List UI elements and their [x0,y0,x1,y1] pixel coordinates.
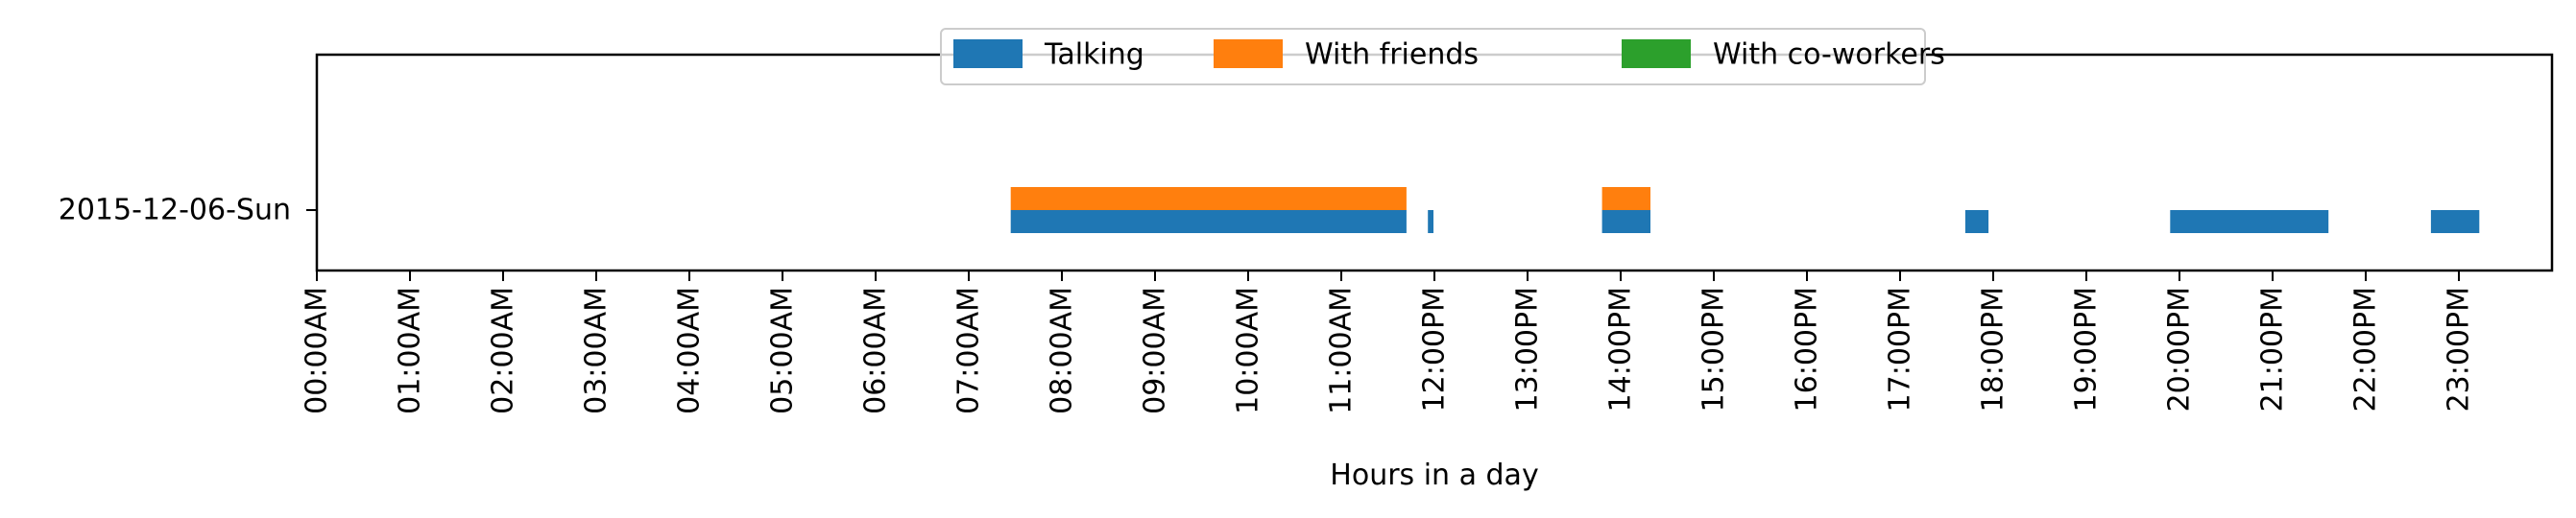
x-tick-label: 04:00AM [673,287,707,414]
x-tick-label: 14:00PM [1604,287,1638,412]
x-tick-label: 00:00AM [301,287,334,414]
legend-swatch [1622,39,1691,68]
x-tick-label: 13:00PM [1511,287,1545,412]
bar-talking-4 [2170,210,2329,233]
bars-layer [1010,187,2480,233]
x-tick-label: 15:00PM [1697,287,1731,412]
bar-talking-2 [1601,210,1650,233]
x-tick-label: 18:00PM [1977,287,2010,412]
x-tick-label: 11:00AM [1325,287,1359,414]
x-axis: 00:00AM 01:00AM 02:00AM 03:00AM 04:00AM 05:00… [301,271,2476,414]
x-tick-label: 12:00PM [1418,287,1452,412]
x-tick-label: 01:00AM [394,287,427,414]
bar-talking-0 [1010,210,1407,233]
bar-talking-5 [2430,210,2480,233]
legend-label: With friends [1305,38,1479,72]
x-axis-label: Hours in a day [1330,459,1538,492]
legend-label: Talking [1044,38,1144,72]
x-tick-label: 23:00PM [2443,287,2476,412]
legend-swatch [953,39,1023,68]
x-tick-label: 03:00AM [580,287,614,414]
y-tick-label: 2015-12-06-Sun [59,194,291,227]
x-tick-label: 06:00AM [859,287,893,414]
bar-with-friends-1 [1601,187,1650,210]
bar-talking-3 [1964,210,1989,233]
x-tick-label: 19:00PM [2070,287,2104,412]
x-tick-label: 08:00AM [1046,287,1079,414]
bar-with-friends-0 [1010,187,1407,210]
x-tick-label: 17:00PM [1884,287,1917,412]
x-tick-label: 05:00AM [766,287,800,414]
x-tick-label: 07:00AM [952,287,986,414]
legend: Talking With friends With co-workers [940,28,1945,85]
y-axis: 2015-12-06-Sun [59,194,317,227]
x-tick-label: 22:00PM [2349,287,2383,412]
x-tick-label: 21:00PM [2256,287,2290,412]
plot-frame [315,53,2554,272]
legend-swatch [1214,39,1283,68]
x-tick-label: 09:00AM [1139,287,1172,414]
x-tick-label: 16:00PM [1791,287,1824,412]
legend-label: With co-workers [1713,38,1945,72]
x-tick-label: 02:00AM [487,287,520,414]
bar-talking-1 [1428,210,1433,233]
x-tick-label: 20:00PM [2163,287,2197,412]
x-tick-label: 10:00AM [1232,287,1265,414]
